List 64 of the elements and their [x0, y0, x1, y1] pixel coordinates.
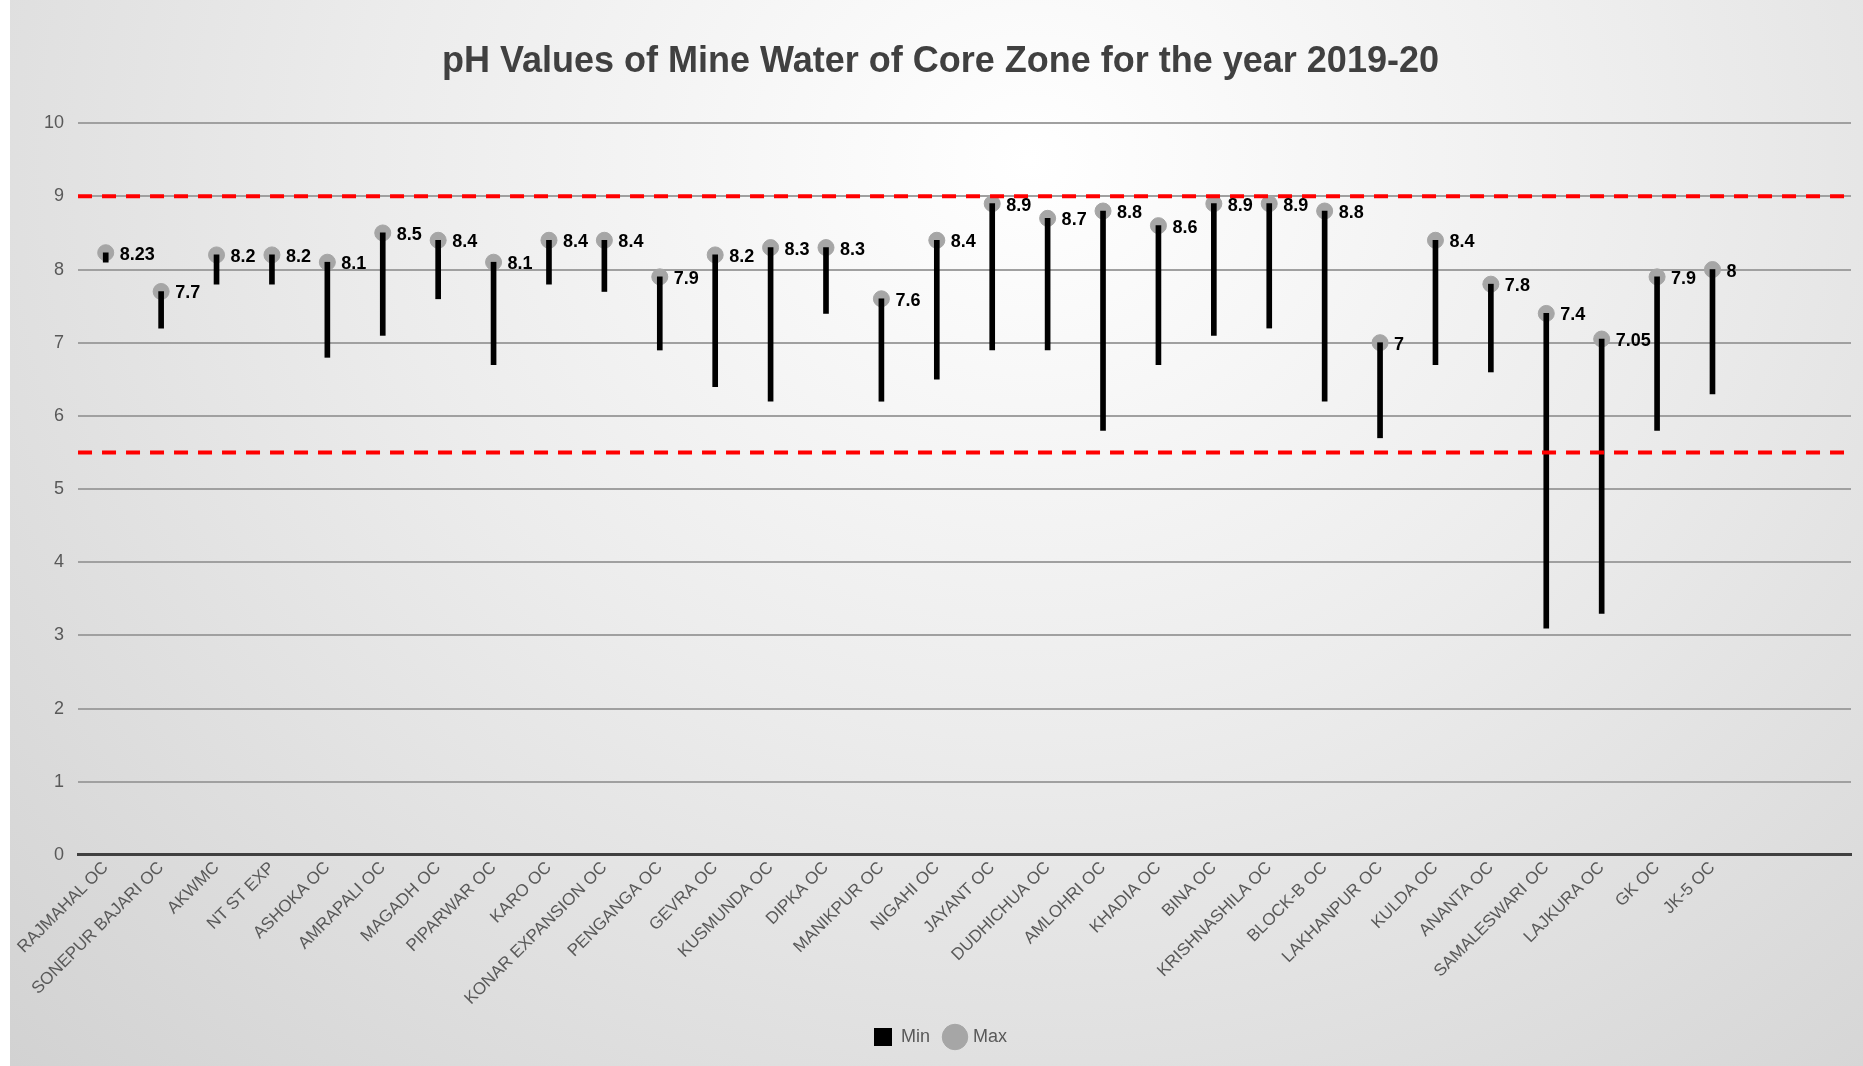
y-tick-label: 9: [54, 185, 65, 206]
bar: [158, 291, 164, 329]
bar: [1488, 283, 1494, 373]
bar: [379, 232, 386, 336]
data-label: 7.6: [895, 289, 921, 310]
data-label: 8.4: [562, 231, 588, 252]
data-label: 8.1: [341, 253, 367, 274]
data-label: 8.4: [452, 231, 478, 252]
bar: [1543, 313, 1550, 629]
data-label: 7.05: [1615, 330, 1651, 351]
data-label: 8.1: [507, 253, 533, 274]
bar: [269, 254, 275, 285]
data-label: 8.9: [1283, 194, 1309, 215]
y-tick-label: 4: [54, 551, 65, 572]
bar: [712, 254, 719, 387]
data-label: 8.3: [784, 238, 810, 259]
data-label: 8.4: [950, 231, 976, 252]
bar: [1598, 338, 1605, 614]
bar: [102, 252, 109, 263]
y-tick-label: 3: [54, 624, 65, 645]
data-label: 7.7: [175, 282, 201, 303]
legend-label: Min: [901, 1025, 931, 1046]
data-label: 8.9: [1227, 194, 1253, 215]
y-tick-label: 0: [54, 843, 65, 864]
bar: [656, 276, 663, 351]
y-tick-label: 5: [54, 478, 65, 498]
bar: [1100, 210, 1106, 431]
data-label: 7.8: [1504, 275, 1530, 296]
data-label: 8.2: [285, 245, 311, 266]
y-tick-label: 1: [54, 770, 65, 791]
data-label: 8.8: [1117, 201, 1143, 222]
bar: [1211, 203, 1217, 336]
bar: [1266, 203, 1273, 329]
y-tick-label: 2: [54, 697, 65, 718]
data-label: 8.2: [729, 245, 755, 266]
data-label: 7.4: [1560, 304, 1586, 325]
data-label: 8.4: [1449, 231, 1475, 252]
chart-title: pH Values of Mine Water of Core Zone for the year 2019-20: [442, 38, 1439, 80]
data-label: 8.4: [618, 231, 644, 252]
y-tick-label: 7: [54, 331, 65, 352]
bar: [1654, 276, 1660, 431]
data-label: 8.3: [840, 238, 866, 259]
x-tick-label: GK OC: [1611, 857, 1664, 910]
bar: [435, 239, 441, 300]
bar: [989, 203, 996, 351]
y-tick-label: 6: [54, 404, 65, 425]
data-label: 7.9: [1671, 267, 1697, 288]
data-label: 8.5: [396, 223, 422, 244]
bar: [546, 239, 552, 285]
y-tick-label: 8: [54, 258, 65, 279]
data-label: 8.2: [230, 245, 256, 266]
bar: [933, 239, 940, 380]
y-tick-label: 10: [43, 112, 65, 133]
data-label: 8.9: [1006, 194, 1032, 215]
data-label: 8.23: [119, 243, 155, 264]
data-label: 8.7: [1061, 209, 1087, 230]
data-label: 8.6: [1172, 216, 1198, 237]
data-label: 8: [1726, 260, 1737, 281]
bar: [1377, 342, 1383, 439]
legend-label: Max: [973, 1025, 1008, 1046]
data-label: 8.8: [1338, 201, 1364, 222]
data-label: 7.9: [673, 267, 699, 288]
bar: [823, 247, 829, 314]
data-label: 7: [1394, 333, 1405, 354]
